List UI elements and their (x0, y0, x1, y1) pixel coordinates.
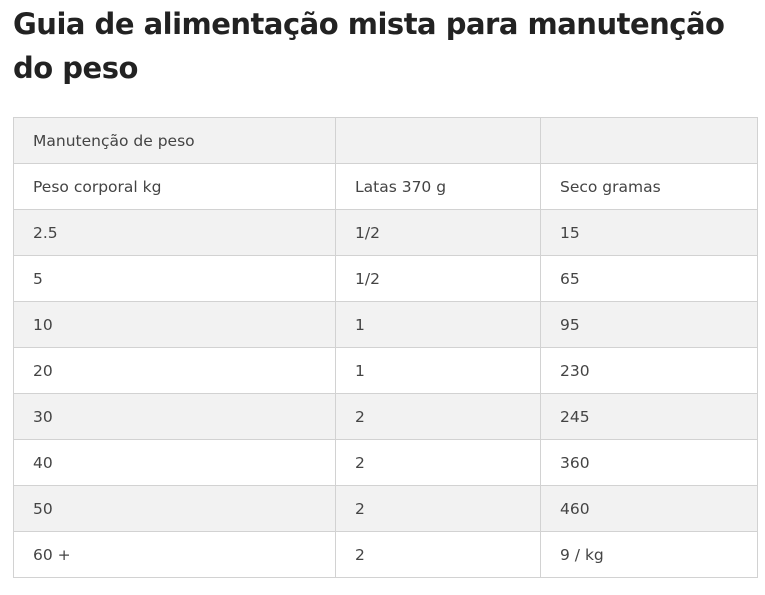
column-header-cans: Latas 370 g (335, 163, 541, 210)
feeding-guide-table: Manutenção de peso Peso corporal kg Lata… (13, 117, 758, 578)
page-title: Guia de alimentação mista para manutençã… (13, 7, 725, 85)
table-row: 10 1 95 (13, 301, 758, 348)
table-row: 20 1 230 (13, 347, 758, 394)
table-cell: 245 (540, 393, 758, 440)
table-cell: 230 (540, 347, 758, 394)
table-cell: 40 (13, 439, 336, 486)
table-cell (540, 117, 758, 164)
table-cell: 360 (540, 439, 758, 486)
table-row: 2.5 1/2 15 (13, 209, 758, 256)
table-cell: 95 (540, 301, 758, 348)
table-cell: 2 (335, 393, 541, 440)
table-cell: Manutenção de peso (13, 117, 336, 164)
table-cell (335, 117, 541, 164)
table-cell: 30 (13, 393, 336, 440)
table-cell: 1 (335, 347, 541, 394)
table-cell: 5 (13, 255, 336, 302)
table-row: 30 2 245 (13, 393, 758, 440)
table-cell: 15 (540, 209, 758, 256)
table-row: 5 1/2 65 (13, 255, 758, 302)
column-header-body-weight: Peso corporal kg (13, 163, 336, 210)
table-row: 40 2 360 (13, 439, 758, 486)
table-cell: 2.5 (13, 209, 336, 256)
table-cell: 2 (335, 439, 541, 486)
table-header-row: Peso corporal kg Latas 370 g Seco gramas (13, 163, 758, 210)
table-cell: 65 (540, 255, 758, 302)
table-cell: 2 (335, 531, 541, 578)
table-cell: 50 (13, 485, 336, 532)
table-cell: 1/2 (335, 255, 541, 302)
table-cell: 1/2 (335, 209, 541, 256)
table-row: 60 + 2 9 / kg (13, 531, 758, 578)
table-cell: 60 + (13, 531, 336, 578)
table-cell: 2 (335, 485, 541, 532)
table-cell: 10 (13, 301, 336, 348)
column-header-dry-grams: Seco gramas (540, 163, 758, 210)
table-caption-row: Manutenção de peso (13, 117, 758, 164)
table-cell: 20 (13, 347, 336, 394)
table-cell: 9 / kg (540, 531, 758, 578)
table-row: 50 2 460 (13, 485, 758, 532)
table-cell: 1 (335, 301, 541, 348)
table-cell: 460 (540, 485, 758, 532)
